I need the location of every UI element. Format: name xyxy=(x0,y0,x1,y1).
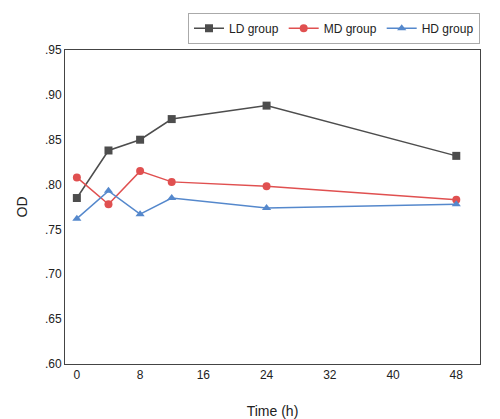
svg-text:.70: .70 xyxy=(45,267,62,281)
svg-text:.95: .95 xyxy=(45,43,62,57)
svg-text:LD group: LD group xyxy=(229,22,279,36)
svg-text:40: 40 xyxy=(386,368,400,382)
svg-text:16: 16 xyxy=(197,368,211,382)
svg-text:.75: .75 xyxy=(45,223,62,237)
svg-text:OD: OD xyxy=(14,197,30,218)
svg-text:.80: .80 xyxy=(45,178,62,192)
svg-text:.85: .85 xyxy=(45,133,62,147)
svg-text:0: 0 xyxy=(74,368,81,382)
svg-text:24: 24 xyxy=(260,368,274,382)
svg-text:.90: .90 xyxy=(45,88,62,102)
svg-text:32: 32 xyxy=(323,368,337,382)
svg-text:48: 48 xyxy=(450,368,464,382)
svg-text:MD group: MD group xyxy=(324,22,377,36)
svg-text:.60: .60 xyxy=(45,357,62,371)
svg-text:.65: .65 xyxy=(45,312,62,326)
svg-text:HD group: HD group xyxy=(422,22,474,36)
svg-text:Time (h): Time (h) xyxy=(247,403,299,419)
svg-text:8: 8 xyxy=(137,368,144,382)
